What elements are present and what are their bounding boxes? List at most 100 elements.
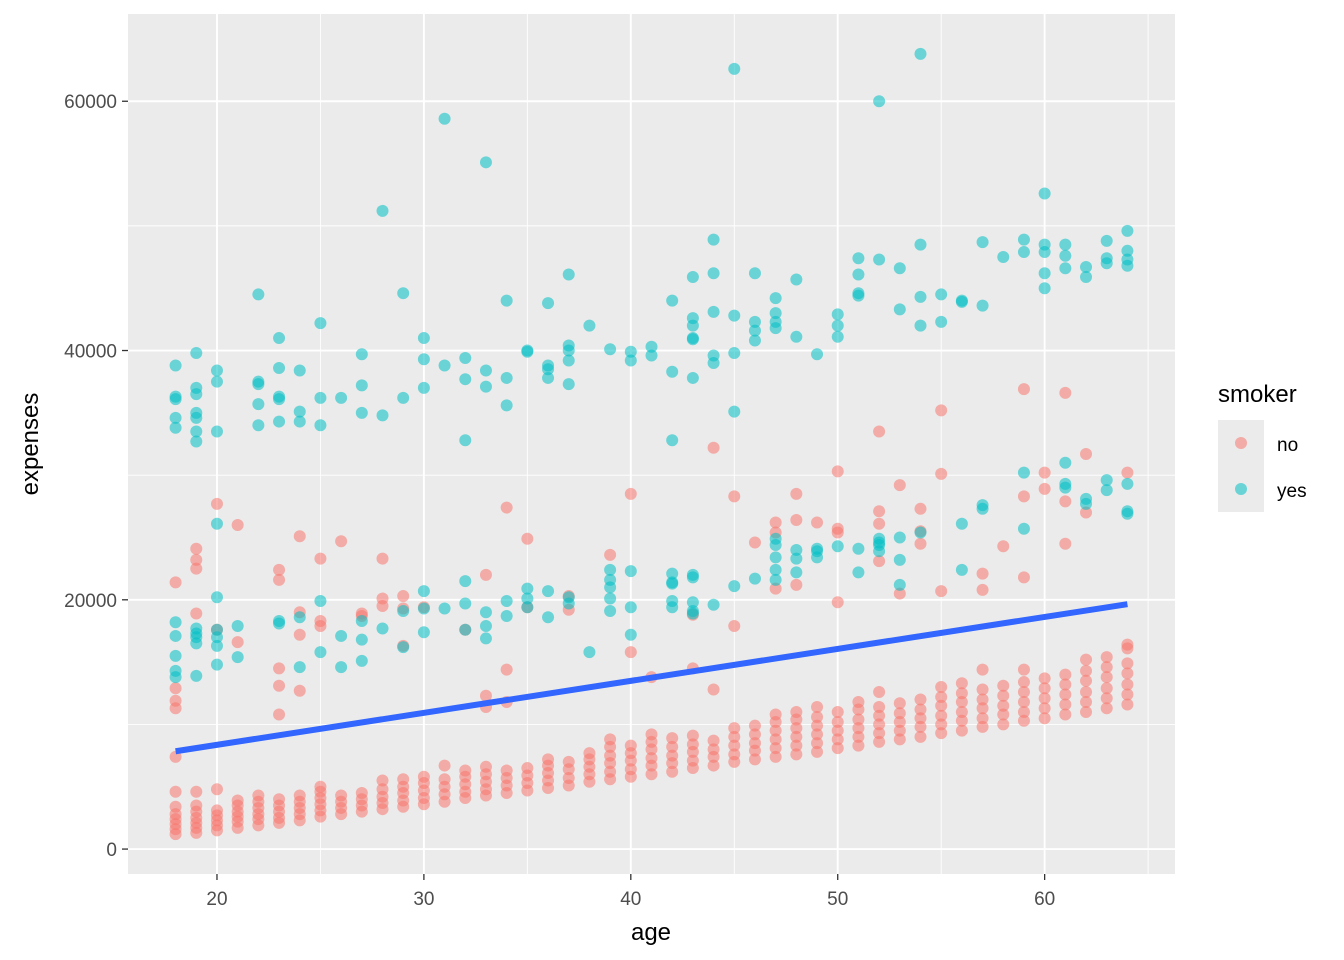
data-point-no	[1100, 671, 1113, 684]
data-point-yes	[686, 596, 699, 609]
data-point-no	[231, 636, 244, 649]
data-point-yes	[624, 601, 637, 614]
data-point-yes	[893, 578, 906, 591]
data-point-yes	[790, 543, 803, 556]
data-point-no	[1017, 383, 1030, 396]
data-point-no	[976, 720, 989, 733]
data-point-yes	[666, 365, 679, 378]
data-point-no	[811, 728, 824, 741]
data-point-no	[748, 728, 761, 741]
data-point-no	[542, 753, 555, 766]
data-point-no	[293, 684, 306, 697]
data-point-yes	[666, 294, 679, 307]
data-point-no	[935, 467, 948, 480]
data-point-no	[790, 730, 803, 743]
data-point-yes	[1038, 267, 1051, 280]
data-point-no	[976, 567, 989, 580]
data-point-yes	[1080, 261, 1093, 274]
data-point-no	[624, 646, 637, 659]
data-point-yes	[1017, 466, 1030, 479]
data-point-no	[852, 696, 865, 708]
data-point-yes	[748, 334, 761, 347]
data-point-yes	[666, 576, 679, 589]
data-point-no	[935, 585, 948, 598]
data-point-no	[914, 720, 927, 733]
data-point-no	[728, 730, 741, 743]
data-point-no	[831, 705, 844, 718]
data-point-yes	[604, 563, 617, 576]
data-point-yes	[707, 305, 720, 318]
data-point-no	[873, 505, 886, 518]
data-point-yes	[852, 542, 865, 555]
data-point-no	[955, 696, 968, 708]
data-point-no	[707, 441, 720, 454]
data-point-yes	[479, 606, 492, 619]
data-point-no	[1121, 667, 1134, 680]
data-point-yes	[1017, 246, 1030, 259]
data-point-no	[790, 722, 803, 735]
data-point-yes	[604, 573, 617, 586]
data-point-yes	[624, 354, 637, 367]
data-point-no	[997, 699, 1010, 712]
data-point-yes	[500, 595, 513, 608]
data-point-yes	[624, 345, 637, 358]
data-point-no	[811, 737, 824, 750]
data-point-yes	[376, 622, 389, 635]
data-point-no	[955, 724, 968, 737]
data-point-yes	[707, 267, 720, 280]
data-point-yes	[831, 308, 844, 321]
data-point-yes	[169, 359, 182, 372]
data-point-yes	[314, 419, 327, 432]
data-point-no	[169, 576, 182, 589]
data-point-no	[955, 714, 968, 727]
data-point-no	[1121, 657, 1134, 670]
data-point-yes	[707, 349, 720, 362]
data-point-no	[1059, 668, 1072, 681]
data-point-yes	[397, 605, 410, 618]
data-point-no	[686, 738, 699, 751]
data-point-yes	[521, 344, 534, 357]
data-point-yes	[355, 614, 368, 627]
data-point-no	[811, 516, 824, 529]
data-point-no	[210, 497, 223, 510]
data-point-yes	[1100, 234, 1113, 247]
data-point-no	[293, 628, 306, 641]
data-point-yes	[376, 409, 389, 422]
data-point-no	[790, 705, 803, 718]
data-point-no	[707, 734, 720, 747]
data-point-yes	[748, 572, 761, 585]
data-point-no	[293, 789, 306, 802]
data-point-no	[314, 552, 327, 565]
y-tick-label: 60000	[64, 92, 117, 113]
data-point-no	[873, 700, 886, 713]
data-point-no	[645, 752, 658, 765]
data-point-no	[976, 583, 989, 596]
data-point-yes	[769, 551, 782, 564]
data-point-no	[1017, 676, 1030, 689]
data-point-yes	[459, 575, 472, 588]
data-point-yes	[604, 605, 617, 618]
data-point-yes	[666, 567, 679, 580]
data-point-no	[852, 739, 865, 752]
data-point-no	[1059, 688, 1072, 701]
data-point-no	[997, 708, 1010, 721]
legend-label-yes: yes	[1277, 481, 1307, 502]
data-point-no	[169, 750, 182, 763]
data-point-yes	[1080, 270, 1093, 283]
data-point-yes	[1121, 505, 1134, 518]
data-point-yes	[521, 601, 534, 614]
data-point-no	[500, 501, 513, 514]
data-point-yes	[728, 62, 741, 75]
data-point-no	[169, 682, 182, 695]
data-point-no	[811, 745, 824, 758]
data-point-no	[190, 542, 203, 555]
data-point-yes	[686, 568, 699, 581]
data-point-yes	[893, 531, 906, 544]
data-point-yes	[479, 619, 492, 632]
data-point-no	[935, 709, 948, 722]
data-point-yes	[169, 421, 182, 434]
data-point-yes	[335, 629, 348, 642]
data-point-yes	[935, 315, 948, 328]
data-point-no	[873, 709, 886, 722]
y-tick-label: 20000	[64, 591, 117, 612]
